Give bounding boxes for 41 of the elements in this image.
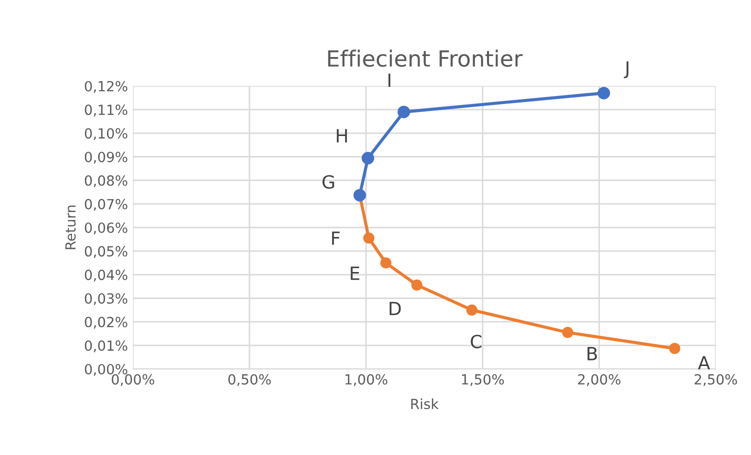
annotation: J xyxy=(624,61,628,78)
annotation: H xyxy=(336,129,347,142)
y-tick-label: 0,02% xyxy=(84,316,128,329)
y-tick-label: 0,00% xyxy=(84,364,128,376)
annotation: C xyxy=(470,334,482,348)
point xyxy=(411,279,422,291)
point xyxy=(466,304,478,316)
annotation: F xyxy=(332,232,340,245)
x-axis-title: Risk xyxy=(411,398,439,410)
y-tick-label: 0,07% xyxy=(84,198,128,211)
annotation: A xyxy=(698,356,710,370)
point xyxy=(562,326,574,338)
x-tick-label: 1,00% xyxy=(346,374,388,386)
y-tick-label: 0,09% xyxy=(84,152,128,164)
x-tick-label: 0,00% xyxy=(112,374,154,386)
y-tick-label: 0,03% xyxy=(84,293,128,306)
x-tick-label: 2,00% xyxy=(578,374,620,386)
y-tick-label: 0,05% xyxy=(84,246,128,258)
point xyxy=(669,342,680,354)
y-tick-label: 0,01% xyxy=(84,340,128,352)
point xyxy=(398,106,410,118)
y-tick-label: 0,10% xyxy=(84,128,128,140)
point xyxy=(362,152,374,164)
annotation: B xyxy=(588,347,597,360)
y-tick-label: 0,08% xyxy=(84,175,128,188)
y-tick-label: 0,11% xyxy=(84,104,128,116)
point xyxy=(598,86,610,100)
annotation: I xyxy=(388,74,390,87)
annotation: D xyxy=(390,302,401,316)
x-tick-label: 0,50% xyxy=(228,374,271,386)
y-tick-label: 0,04% xyxy=(84,270,128,282)
annotation: E xyxy=(350,266,360,280)
y-tick-label: 0,12% xyxy=(84,80,128,93)
x-tick-label: 1,50% xyxy=(462,374,504,386)
annotation: G xyxy=(322,175,334,189)
y-axis-title: Return xyxy=(65,206,76,250)
chart-title: Effiecient Frontier xyxy=(328,50,523,67)
point xyxy=(380,257,392,268)
point xyxy=(363,232,374,244)
y-tick-label: 0,06% xyxy=(84,222,128,234)
x-tick-label: 2,50% xyxy=(694,374,737,386)
